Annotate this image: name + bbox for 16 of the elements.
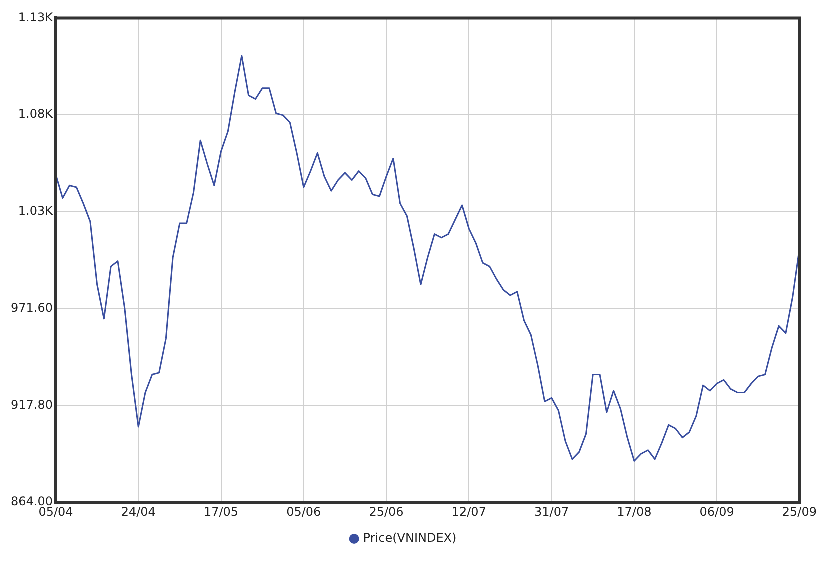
x-tick-label: 17/05 (204, 504, 239, 519)
x-tick-label: 17/08 (617, 504, 652, 519)
legend-label: Price(VNINDEX) (363, 531, 457, 546)
x-tick-label: 05/06 (286, 504, 322, 519)
y-tick-label: 917.80 (10, 398, 53, 412)
y-tick-label: 1.08K (18, 107, 54, 122)
x-tick-label: 06/09 (700, 504, 734, 519)
x-tick-label: 31/07 (534, 504, 570, 519)
y-tick-label: 971.60 (10, 300, 53, 315)
x-tick-label: 25/09 (782, 504, 818, 519)
y-tick-label: 1.13K (18, 10, 54, 24)
x-tick-label: 24/04 (121, 504, 156, 519)
x-tick-label: 12/07 (452, 504, 486, 519)
y-tick-label: 1.03K (18, 204, 54, 218)
x-tick-label: 05/04 (38, 504, 74, 519)
x-tick-label: 25/06 (369, 504, 404, 519)
